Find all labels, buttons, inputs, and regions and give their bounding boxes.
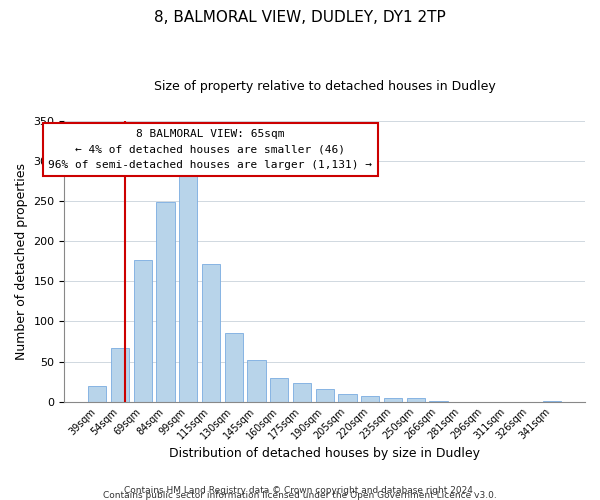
Bar	[361, 396, 379, 402]
Bar	[179, 175, 197, 402]
Bar	[316, 389, 334, 402]
Text: Contains public sector information licensed under the Open Government Licence v3: Contains public sector information licen…	[103, 491, 497, 500]
Bar	[157, 202, 175, 402]
Text: Contains HM Land Registry data © Crown copyright and database right 2024.: Contains HM Land Registry data © Crown c…	[124, 486, 476, 495]
Text: 8, BALMORAL VIEW, DUDLEY, DY1 2TP: 8, BALMORAL VIEW, DUDLEY, DY1 2TP	[154, 10, 446, 25]
Bar	[134, 260, 152, 402]
Bar	[293, 383, 311, 402]
Text: 8 BALMORAL VIEW: 65sqm
← 4% of detached houses are smaller (46)
96% of semi-deta: 8 BALMORAL VIEW: 65sqm ← 4% of detached …	[48, 129, 372, 170]
Bar	[338, 394, 356, 402]
Bar	[384, 398, 402, 402]
Bar	[88, 386, 106, 402]
X-axis label: Distribution of detached houses by size in Dudley: Distribution of detached houses by size …	[169, 447, 480, 460]
Bar	[202, 264, 220, 402]
Title: Size of property relative to detached houses in Dudley: Size of property relative to detached ho…	[154, 80, 496, 93]
Bar	[111, 348, 129, 402]
Bar	[543, 401, 562, 402]
Bar	[430, 401, 448, 402]
Bar	[247, 360, 266, 402]
Bar	[407, 398, 425, 402]
Y-axis label: Number of detached properties: Number of detached properties	[15, 162, 28, 360]
Bar	[270, 378, 288, 402]
Bar	[224, 334, 243, 402]
